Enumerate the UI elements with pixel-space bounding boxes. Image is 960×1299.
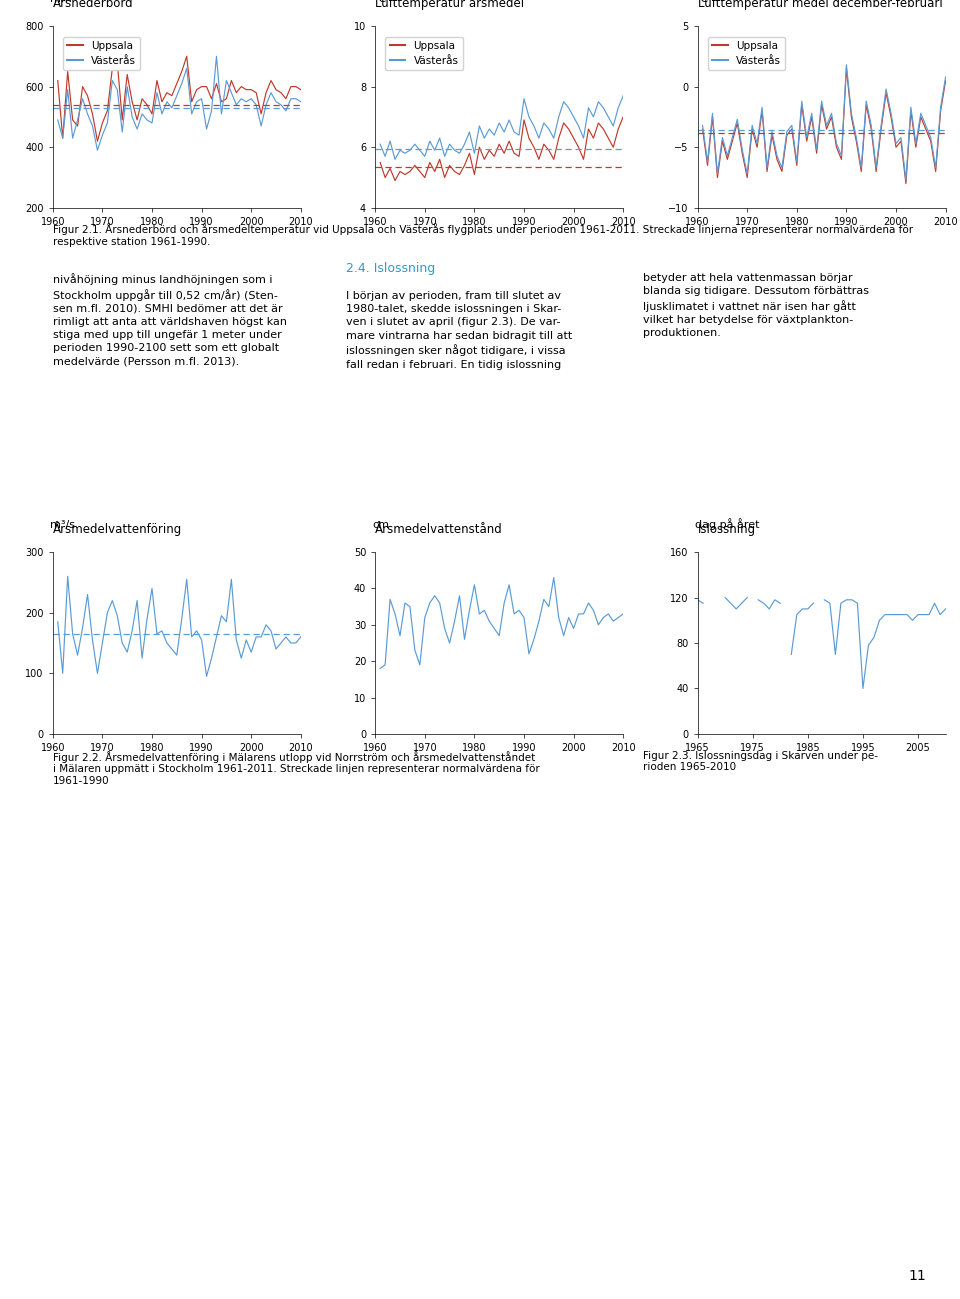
Text: dag på året: dag på året <box>695 518 759 530</box>
Text: I början av perioden, fram till slutet av
1980-talet, skedde islossningen i Skar: I början av perioden, fram till slutet a… <box>346 291 572 370</box>
Legend: Uppsala, Västerås: Uppsala, Västerås <box>63 36 140 70</box>
Text: mm: mm <box>50 0 72 4</box>
Text: Årsnederbörd: Årsnederbörd <box>53 0 133 9</box>
Text: cm: cm <box>372 521 390 530</box>
Text: Figur 2.3. Islossningsdag i Skarven under pe-
rioden 1965-2010: Figur 2.3. Islossningsdag i Skarven unde… <box>643 751 878 773</box>
Text: Lufttemperatur årsmedel: Lufttemperatur årsmedel <box>375 0 524 9</box>
Text: Islossning: Islossning <box>698 522 756 535</box>
Text: m³/s: m³/s <box>50 521 75 530</box>
Text: 2.4. Islossning: 2.4. Islossning <box>346 262 435 275</box>
Text: Lufttemperatur medel december-februari: Lufttemperatur medel december-februari <box>698 0 943 9</box>
Text: betyder att hela vattenmassan börjar
blanda sig tidigare. Dessutom förbättras
lj: betyder att hela vattenmassan börjar bla… <box>643 273 869 338</box>
Text: Årsmedelvattenföring: Årsmedelvattenföring <box>53 521 182 535</box>
Text: nivåhöjning minus landhöjningen som i
Stockholm uppgår till 0,52 cm/år) (Sten-
s: nivåhöjning minus landhöjningen som i St… <box>53 273 287 366</box>
Text: 11: 11 <box>909 1269 926 1283</box>
Legend: Uppsala, Västerås: Uppsala, Västerås <box>708 36 785 70</box>
Text: Årsmedelvattenstånd: Årsmedelvattenstånd <box>375 522 503 535</box>
Legend: Uppsala, Västerås: Uppsala, Västerås <box>385 36 463 70</box>
Text: Figur 2.2. Årsmedelvattenföring i Mälarens utlopp vid Norrström och årsmedelvatt: Figur 2.2. Årsmedelvattenföring i Mälare… <box>53 751 540 786</box>
Text: Figur 2.1. Årsnederbörd och årsmedeltemperatur vid Uppsala och Västerås flygplat: Figur 2.1. Årsnederbörd och årsmedeltemp… <box>53 223 913 247</box>
Text: °C: °C <box>695 0 708 4</box>
Text: °C: °C <box>372 0 386 4</box>
